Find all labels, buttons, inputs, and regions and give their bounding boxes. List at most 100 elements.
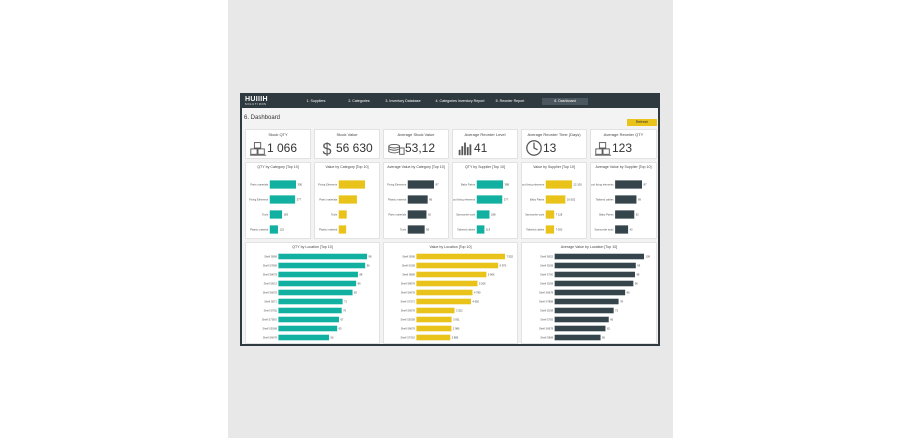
bar — [416, 253, 505, 260]
bar-chart-svg: Shelf S868 98 Shelf S7868 96 Shelf S8678 88 Sh… — [262, 253, 372, 341]
data-label: 62 — [636, 212, 639, 216]
bar — [416, 280, 478, 287]
excel-dashboard: HUIIIH SOLUTIONS 1. Suppliers 2. Categor… — [240, 93, 660, 346]
bar-chart-svg: Fixing Elements Parts materials Tools Plast… — [318, 180, 365, 234]
kpi-value: 56 630 — [336, 141, 373, 155]
chart-qty-by-location: QTY by Location [Top 10] Shelf S868 98 She… — [245, 242, 380, 344]
data-label: 86 — [358, 281, 361, 285]
data-label: 78 — [620, 299, 623, 303]
category-label: Fixing Elements — [318, 182, 338, 186]
bar — [278, 289, 353, 296]
bar — [416, 307, 455, 314]
data-label: 87 — [436, 182, 439, 186]
category-label: Fixing Elements — [249, 197, 269, 201]
bar — [476, 210, 490, 219]
bar — [338, 180, 365, 189]
bar — [338, 210, 347, 219]
data-label: 7 552 — [507, 254, 514, 258]
bar — [476, 180, 503, 189]
category-label: Parts materials — [319, 197, 338, 201]
category-label: Baby Paints — [599, 212, 614, 216]
bar-chart-svg: Baby Paints 388 Washout fixing elements 377… — [453, 180, 509, 234]
bar — [615, 180, 642, 189]
nav-tab-inventory-database[interactable]: 3. Inventory Database — [385, 99, 421, 103]
kpi-title: Average Stock Value — [397, 132, 435, 137]
data-label: 188 — [491, 212, 496, 216]
boxes-icon — [594, 142, 612, 156]
refresh-button[interactable]: Refresh — [627, 119, 657, 126]
kpi-average-stock-value: Average Stock Value 53,12 — [383, 129, 449, 159]
bar — [278, 298, 343, 305]
data-label: 56 — [426, 227, 429, 231]
category-label: Shelf S7S0 — [540, 272, 554, 276]
category-label: Shelf S868 — [402, 272, 415, 276]
bar — [407, 225, 425, 234]
data-label: 2 886 — [452, 335, 459, 339]
category-label: Plastic material — [250, 227, 269, 231]
category-label: Shelf S6678 — [401, 290, 416, 294]
bar — [554, 253, 644, 260]
app-logo: HUIIIH SOLUTIONS — [245, 96, 268, 106]
chart-qty-by-supplier: QTY by Supplier [Top 10] Baby Paints 388 W… — [452, 162, 518, 239]
kpi-title: Stock QTY — [268, 132, 288, 137]
category-label: Washout fixing elements — [522, 182, 545, 186]
bar — [416, 325, 452, 332]
data-label: 56 — [331, 335, 334, 339]
data-label: 109 — [646, 254, 651, 258]
nav-tab-suppliers[interactable]: 1. Suppliers — [306, 99, 326, 103]
category-label: Shelf S7S8G — [262, 317, 277, 321]
chart-value-by-category: Value by Category [Top 10] Fixing Elemen… — [314, 162, 380, 239]
category-label: Shelf S5S8 — [402, 263, 416, 267]
svg-text:$: $ — [323, 140, 332, 157]
data-label: 390 — [298, 182, 303, 186]
category-label: Shelf S868 — [264, 254, 277, 258]
data-label: 66 — [429, 197, 432, 201]
bar — [554, 325, 606, 332]
chart-title: Value by Category [Top 10] — [325, 165, 369, 169]
logo-subtext: SOLUTIONS — [245, 103, 267, 106]
category-label: Fixing Elements — [387, 182, 407, 186]
bar — [554, 280, 634, 287]
nav-tab-categories-inventory-report[interactable]: 4. Categories Inventory Report — [435, 99, 485, 103]
bar-chart-svg: Shelf S8S2 109 Shelf S5S8 99 Shelf S7S0 98 She… — [539, 253, 651, 341]
kpi-title: Stock Value — [336, 132, 358, 137]
bar — [554, 316, 609, 323]
bar — [338, 225, 347, 234]
data-label: 7 118 — [556, 212, 563, 216]
bar — [476, 225, 485, 234]
nav-tab-dashboard[interactable]: 6. Dashboard — [542, 98, 588, 105]
dollar-icon: $ — [323, 140, 332, 157]
chart-avg-value-by-supplier: Average Value by Supplier [Top 10] Washo… — [590, 162, 657, 239]
data-label: 113 — [486, 227, 491, 231]
bar — [615, 195, 637, 204]
chart-title: QTY by Supplier [Top 10] — [464, 165, 506, 169]
bar — [554, 298, 619, 305]
nav-tab-reorder-report[interactable]: 5. Reorder Report — [495, 99, 525, 103]
data-label: 3 252 — [456, 308, 463, 312]
data-label: 65 — [339, 326, 342, 330]
bar-chart-svg: Washout fixing elements 22 100 Baby Paints… — [522, 180, 582, 234]
bar — [269, 195, 296, 204]
category-label: Parts materials — [388, 212, 407, 216]
nav-tab-categories[interactable]: 2. Categories — [348, 99, 370, 103]
bar — [476, 195, 503, 204]
bar — [416, 298, 471, 305]
data-label: 69 — [638, 197, 641, 201]
bar — [615, 225, 629, 234]
data-label: 183 — [284, 212, 289, 216]
data-label: 6 970 — [500, 263, 507, 267]
bar — [615, 210, 635, 219]
data-label: 98 — [636, 272, 639, 276]
data-label: 96 — [635, 281, 638, 285]
chart-avg-value-by-category: Average Value by Category [Top 10] Fixin… — [383, 162, 449, 239]
data-label: 5 206 — [479, 281, 486, 285]
kpi-value: 53,12 — [405, 141, 436, 155]
data-label: 62 — [428, 212, 431, 216]
data-label: 377 — [504, 197, 509, 201]
bar — [416, 262, 499, 269]
category-label: Plastic material — [388, 197, 407, 201]
bar-chart-svg: Shelf S068 7 552 Shelf S5S8 6 970 Shelf S868… — [400, 253, 514, 341]
category-label: Shelf S8678 — [401, 281, 416, 285]
category-label: Washout fixing elements — [591, 182, 614, 186]
kpi-average-reorder-time: Average Reorder Time (Days) 13 — [521, 129, 587, 159]
